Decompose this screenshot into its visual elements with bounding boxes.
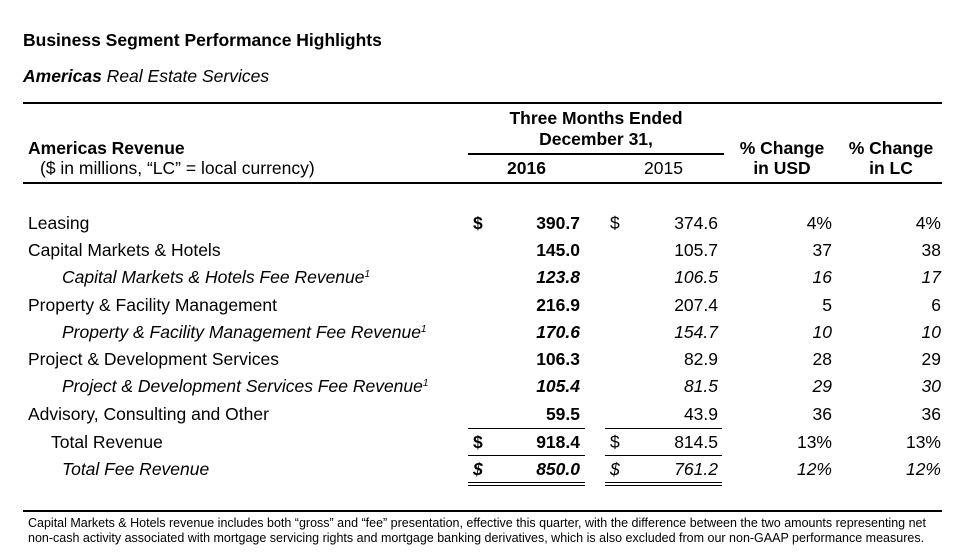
- currency-symbol: $: [610, 432, 620, 452]
- period-header-rule: [468, 153, 724, 155]
- row-label: Total Fee Revenue: [62, 459, 210, 479]
- value-2015: 761.2: [674, 459, 718, 479]
- table-row: Capital Markets & Hotels Fee Revenue1 12…: [0, 267, 965, 294]
- row-label-text: Property & Facility Management Fee Reven…: [62, 322, 421, 342]
- pct-change-lc: 4%: [915, 213, 941, 233]
- value-2015: 154.7: [674, 322, 718, 342]
- table-row: Property & Facility Management Fee Reven…: [0, 322, 965, 349]
- value-2015: 81.5: [683, 376, 718, 396]
- row-label: Property & Facility Management: [28, 295, 277, 315]
- row-label-text: Project & Development Services Fee Reven…: [62, 376, 423, 396]
- pct-lc-header-line2: in LC: [869, 158, 913, 178]
- table-row-total: Total Fee Revenue $ 850.0 $ 761.2 12% 12…: [0, 459, 965, 486]
- row-label: Property & Facility Management Fee Reven…: [62, 322, 426, 343]
- pct-change-usd: 10: [812, 322, 832, 342]
- pct-change-usd: 13%: [796, 432, 832, 452]
- pct-change-usd: 5: [822, 295, 832, 315]
- currency-symbol: $: [610, 459, 620, 479]
- footnote-text: Capital Markets & Hotels revenue include…: [28, 516, 926, 545]
- currency-symbol: $: [473, 459, 483, 479]
- table-row: Capital Markets & Hotels 145.0 105.7 37 …: [0, 240, 965, 267]
- pct-change-usd: 36: [812, 404, 832, 424]
- double-underline: [468, 482, 585, 483]
- period-header-line1: Three Months Ended: [509, 108, 683, 128]
- footnote-marker: 1: [422, 378, 429, 389]
- pct-change-usd: 16: [812, 267, 832, 287]
- pct-lc-header-line1: % Change: [848, 138, 934, 158]
- value-2016: 918.4: [536, 432, 580, 452]
- value-2015: 105.7: [674, 240, 718, 260]
- pct-change-lc: 12%: [905, 459, 941, 479]
- double-underline: [605, 482, 722, 483]
- value-2016: 850.0: [536, 459, 580, 479]
- pct-usd-header-line2: in USD: [753, 158, 811, 178]
- table-row: Leasing $ 390.7 $ 374.6 4% 4%: [0, 213, 965, 240]
- page-title: Business Segment Performance Highlights: [23, 30, 382, 50]
- table-row: Project & Development Services Fee Reven…: [0, 376, 965, 403]
- row-label: Total Revenue: [51, 432, 163, 452]
- row-label: Capital Markets & Hotels: [28, 240, 221, 260]
- pct-usd-header-line1: % Change: [739, 138, 825, 158]
- pct-change-lc: 10: [921, 322, 941, 342]
- value-2016: 216.9: [536, 295, 580, 315]
- pct-change-usd: 28: [812, 349, 832, 369]
- double-underline: [468, 485, 585, 486]
- subtotal-rule: [468, 428, 585, 429]
- value-2016: 145.0: [536, 240, 580, 260]
- total-rule: [605, 455, 722, 456]
- pct-change-lc: 30: [921, 376, 941, 396]
- value-2016: 170.6: [536, 322, 580, 342]
- table-row: Advisory, Consulting and Other 59.5 43.9…: [0, 404, 965, 431]
- pct-change-lc: 6: [931, 295, 941, 315]
- footnote-marker: 1: [420, 324, 427, 335]
- table-row: Property & Facility Management 216.9 207…: [0, 295, 965, 322]
- row-label: Advisory, Consulting and Other: [28, 404, 269, 424]
- value-2015: 374.6: [674, 213, 718, 233]
- row-label: Project & Development Services: [28, 349, 279, 369]
- table-row-total: Total Revenue $ 918.4 $ 814.5 13% 13%: [0, 432, 965, 459]
- pct-change-lc: 36: [921, 404, 941, 424]
- pct-change-usd: 29: [812, 376, 832, 396]
- pct-change-lc: 29: [921, 349, 941, 369]
- row-label-text: Capital Markets & Hotels Fee Revenue: [62, 267, 365, 287]
- value-2015: 814.5: [674, 432, 718, 452]
- value-2016: 105.4: [536, 376, 580, 396]
- pct-change-lc: 17: [921, 267, 941, 287]
- currency-symbol: $: [610, 213, 620, 233]
- units-note: ($ in millions, “LC” = local currency): [40, 158, 315, 178]
- currency-symbol: $: [473, 213, 483, 233]
- subtitle-region: Americas: [23, 66, 102, 86]
- value-2016: 390.7: [536, 213, 580, 233]
- row-label: Project & Development Services Fee Reven…: [62, 376, 428, 397]
- footnote-rule: [23, 510, 942, 512]
- table-row: Project & Development Services 106.3 82.…: [0, 349, 965, 376]
- year-current-header: 2016: [507, 158, 546, 178]
- page-subtitle: Americas Real Estate Services: [23, 66, 269, 87]
- value-2015: 207.4: [674, 295, 718, 315]
- value-2015: 43.9: [683, 404, 718, 424]
- pct-change-lc: 13%: [905, 432, 941, 452]
- year-prior-header: 2015: [644, 158, 683, 178]
- pct-change-usd: 12%: [796, 459, 832, 479]
- header-bottom-rule: [23, 182, 942, 184]
- table-top-rule: [23, 102, 942, 104]
- currency-symbol: $: [473, 432, 483, 452]
- footnote-marker: 1: [364, 269, 371, 280]
- row-label: Capital Markets & Hotels Fee Revenue1: [62, 267, 370, 288]
- pct-change-usd: 4%: [806, 213, 832, 233]
- pct-change-lc: 38: [921, 240, 941, 260]
- pct-change-usd: 37: [812, 240, 832, 260]
- value-2016: 106.3: [536, 349, 580, 369]
- period-header-line2: December 31,: [539, 129, 653, 149]
- value-2016: 123.8: [536, 267, 580, 287]
- value-2016: 59.5: [545, 404, 580, 424]
- subtitle-rest: Real Estate Services: [101, 66, 270, 86]
- double-underline: [605, 485, 722, 486]
- value-2015: 106.5: [674, 267, 718, 287]
- row-label: Leasing: [28, 213, 90, 233]
- revenue-header: Americas Revenue: [28, 138, 185, 158]
- subtotal-rule: [605, 428, 722, 429]
- value-2015: 82.9: [683, 349, 718, 369]
- total-rule: [468, 455, 585, 456]
